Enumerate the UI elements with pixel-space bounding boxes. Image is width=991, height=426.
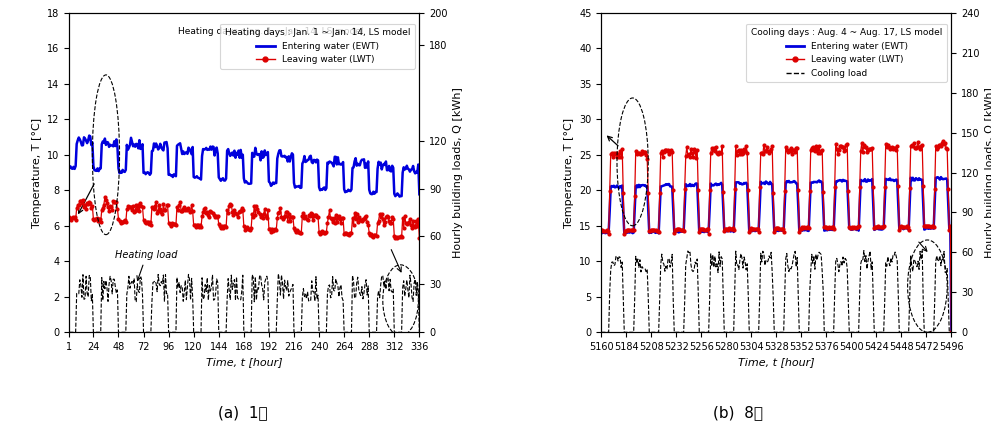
X-axis label: Time, t [hour]: Time, t [hour]	[738, 357, 815, 368]
Text: (a)  1월: (a) 1월	[218, 406, 268, 420]
Y-axis label: Temperature, T [°C]: Temperature, T [°C]	[32, 118, 42, 227]
Legend: Entering water (EWT), Leaving water (LWT), Cooling load: Entering water (EWT), Leaving water (LWT…	[746, 24, 946, 82]
Y-axis label: Hourly building loads, Q [kWh]: Hourly building loads, Q [kWh]	[453, 87, 463, 258]
Legend: Entering water (EWT), Leaving water (LWT): Entering water (EWT), Leaving water (LWT…	[220, 24, 415, 69]
Text: Heating load: Heating load	[115, 250, 177, 281]
Text: Heating days : Jan. 1 ~ Jan. 14, LS model: Heating days : Jan. 1 ~ Jan. 14, LS mode…	[178, 27, 364, 36]
Y-axis label: Temperature, T [°C]: Temperature, T [°C]	[564, 118, 574, 227]
Y-axis label: Hourly building loads, Q [kWh]: Hourly building loads, Q [kWh]	[985, 87, 991, 258]
Text: (b)  8월: (b) 8월	[714, 406, 763, 420]
X-axis label: Time, t [hour]: Time, t [hour]	[206, 357, 282, 368]
